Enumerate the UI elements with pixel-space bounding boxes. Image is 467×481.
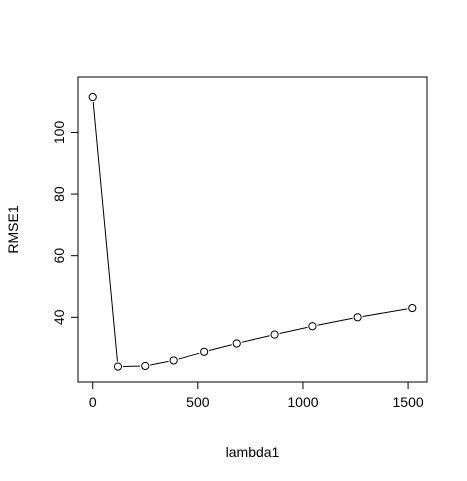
series-group bbox=[88, 92, 417, 371]
x-tick-label: 0 bbox=[89, 394, 97, 410]
data-point bbox=[353, 313, 362, 322]
y-tick-label: 100 bbox=[51, 121, 67, 145]
x-tick-label: 500 bbox=[186, 394, 210, 410]
data-point bbox=[88, 92, 97, 102]
series-segment bbox=[362, 308, 408, 317]
data-point bbox=[408, 303, 417, 313]
data-point bbox=[232, 339, 241, 348]
series-segment bbox=[150, 360, 169, 366]
x-axis-label: lambda1 bbox=[226, 444, 280, 460]
x-tick-label: 1000 bbox=[287, 394, 318, 410]
data-point bbox=[270, 330, 279, 339]
axis-ticks: 0 500 1000 1500 40 60 80 100 bbox=[51, 121, 424, 410]
series-segment bbox=[279, 326, 308, 334]
series-segment bbox=[92, 102, 118, 362]
y-tick-label: 80 bbox=[51, 186, 67, 202]
series-segment bbox=[208, 344, 232, 352]
series-segment bbox=[317, 317, 353, 326]
plot-frame bbox=[77, 76, 428, 383]
data-point bbox=[113, 362, 123, 371]
series-segment bbox=[178, 352, 200, 360]
data-point bbox=[308, 322, 317, 331]
data-point bbox=[200, 347, 209, 356]
y-tick-label: 60 bbox=[51, 248, 67, 264]
data-point bbox=[141, 361, 150, 371]
x-tick-label: 1500 bbox=[393, 394, 424, 410]
y-axis-label: RMSE1 bbox=[5, 205, 21, 253]
y-tick-label: 40 bbox=[51, 309, 67, 325]
data-point bbox=[169, 356, 178, 365]
series-segment bbox=[241, 335, 270, 343]
